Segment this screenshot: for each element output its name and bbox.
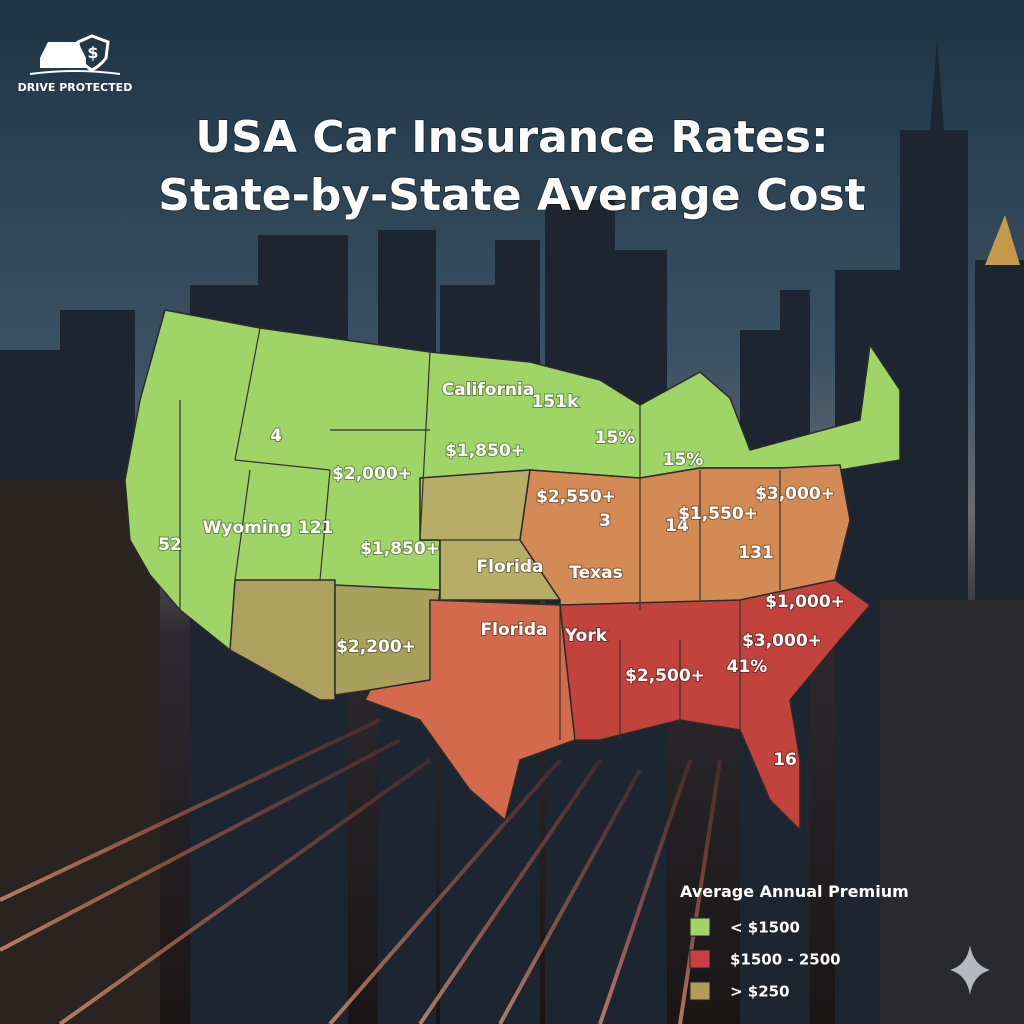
map-label: 41% [727,657,768,677]
title-line: State-by-State Average Cost [158,170,865,221]
map-label: $2,000+ [332,464,412,484]
map-label: $1,850+ [445,441,525,461]
legend: Average Annual Premium < $1500 $1500 - 25… [680,882,909,1001]
map-label: 3 [599,511,611,531]
map-label: Wyoming 121 [203,518,334,538]
map-label: $1,550+ [678,504,758,524]
map-label: $2,550+ [536,487,616,507]
map-label: 15% [595,428,636,448]
title-line: USA Car Insurance Rates: [195,112,828,163]
light-trails [0,718,762,1024]
legend-label: $1500 - 2500 [730,951,841,969]
brand: $ DRIVE PROTECTED [18,34,133,94]
car-icon [40,42,86,68]
map-label: $2,200+ [336,637,416,657]
map-label: California [442,380,534,400]
map-label: $1,000+ [765,592,845,612]
shield-icon [76,34,110,72]
legend-swatch [689,917,711,937]
map-label: 15% [663,450,704,470]
map-label: 52 [158,535,182,555]
legend-title: Average Annual Premium [680,882,909,901]
map-label: 14 [665,516,689,536]
map-label: $2,500+ [625,666,705,686]
map-label: 4 [270,426,282,446]
region-red [559,579,871,831]
legend-label: > $250 [730,983,790,1001]
legend-swatch [689,949,711,969]
map-label: $3,000+ [755,484,835,504]
sparkle-icon [950,945,990,995]
map-label: 131 [738,543,774,563]
shield-dollar: $ [87,43,98,62]
region-khaki [229,579,336,701]
map-label: Texas [569,563,622,583]
map-label: Florida [477,557,544,577]
map-label: $3,000+ [742,631,822,651]
brand-name: DRIVE PROTECTED [18,81,133,94]
us-map [124,309,901,831]
legend-label: < $1500 [730,919,800,937]
map-label: $1,850+ [360,539,440,559]
legend-swatch [689,981,711,1001]
map-label: Florida [481,620,548,640]
map-label: 16 [773,750,797,770]
map-label: York [564,626,608,646]
map-label: 151k [532,392,579,412]
